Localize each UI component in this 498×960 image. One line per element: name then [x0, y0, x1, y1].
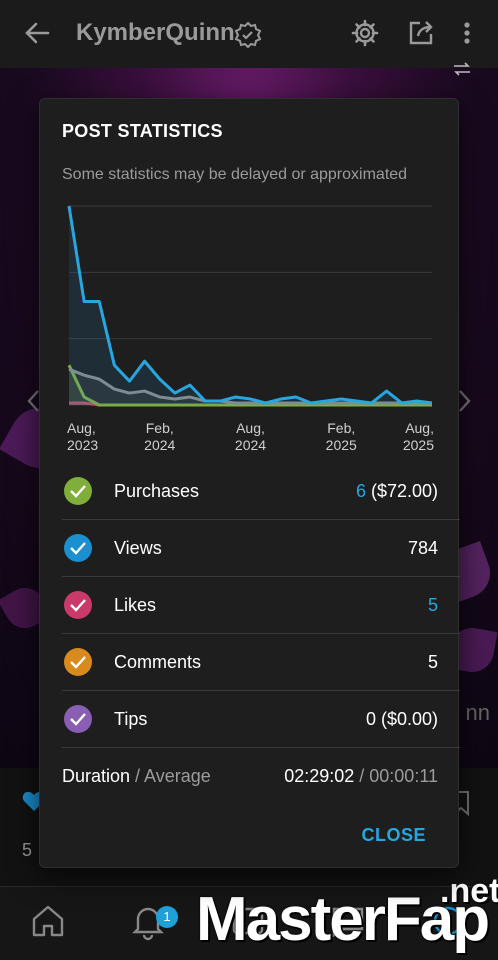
dialog-title: POST STATISTICS	[62, 121, 223, 141]
profile-icon[interactable]	[428, 901, 468, 941]
previous-arrow-icon[interactable]	[24, 388, 44, 414]
stat-row-purchases: Purchases 6 ($72.00)	[62, 463, 460, 520]
stat-label: Tips	[114, 709, 148, 729]
bottom-navigation	[0, 886, 498, 960]
stat-value: 0 ($0.00)	[365, 709, 438, 729]
notification-badge: 1	[156, 906, 178, 928]
duration-row: Duration / Average 02:29:02 / 00:00:11	[62, 748, 460, 804]
back-arrow-icon[interactable]	[22, 18, 52, 48]
watermark-suffix: .net	[440, 872, 498, 910]
more-vertical-icon[interactable]	[452, 18, 482, 48]
x-tick-label: Aug, 2023	[67, 420, 98, 453]
views-check-icon	[64, 534, 92, 562]
profile-name[interactable]: KymberQuinn	[76, 19, 235, 46]
messages-icon[interactable]	[328, 901, 368, 941]
swap-icon[interactable]	[452, 62, 472, 76]
stat-row-tips: Tips 0 ($0.00)	[62, 691, 460, 748]
close-button[interactable]: CLOSE	[361, 825, 426, 845]
likes-count: 5	[22, 840, 33, 860]
stat-label: Likes	[114, 595, 157, 615]
next-arrow-icon[interactable]	[454, 388, 474, 414]
top-bar: KymberQuinn	[0, 0, 498, 68]
duration-value: 02:29:02 / 00:00:11	[284, 766, 438, 786]
watermark-logo: MasterFap .net	[196, 872, 498, 955]
x-tick-label: Aug, 2024	[235, 420, 266, 453]
bell-icon[interactable]	[128, 901, 168, 941]
add-post-icon[interactable]	[228, 901, 268, 941]
comments-check-icon	[64, 648, 92, 676]
stat-value: 5	[427, 595, 438, 615]
tips-check-icon	[64, 705, 92, 733]
share-icon[interactable]	[406, 18, 436, 48]
home-icon[interactable]	[28, 901, 68, 941]
stat-value: 784	[407, 538, 438, 558]
dialog-note: Some statistics may be delayed or approx…	[62, 166, 408, 183]
x-tick-label: Feb, 2025	[326, 420, 357, 453]
statistics-chart: Aug, 2023 Feb, 2024 Aug, 2024 Feb, 2025 Aug, 2025	[67, 205, 434, 453]
watermark-text: MasterFap	[196, 885, 490, 954]
stat-row-comments: Comments 5	[62, 634, 460, 691]
stat-row-likes: Likes 5	[62, 577, 460, 634]
purchases-check-icon	[64, 477, 92, 505]
x-tick-label: Feb, 2024	[144, 420, 175, 453]
post-statistics-dialog: POST STATISTICS Some statistics may be d…	[39, 98, 460, 868]
x-tick-label: Aug, 2025	[403, 420, 434, 453]
stat-label: Comments	[114, 652, 202, 672]
stats-list: Purchases 6 ($72.00) Views 784 Likes 5 C…	[62, 463, 460, 804]
duration-label: Duration / Average	[62, 766, 211, 786]
series-line	[67, 205, 433, 405]
series-area	[69, 369, 432, 405]
stat-label: Views	[114, 538, 162, 558]
likes-check-icon	[64, 591, 92, 619]
background-name-text: nn	[465, 700, 490, 725]
series-line	[67, 364, 432, 407]
gear-icon[interactable]	[350, 18, 380, 48]
stat-row-views: Views 784	[62, 520, 460, 577]
verified-badge-icon	[234, 21, 262, 49]
stat-value: 6 ($72.00)	[355, 481, 438, 501]
stat-value: 5	[427, 652, 438, 672]
series-area	[69, 206, 432, 405]
stat-label: Purchases	[114, 481, 200, 501]
